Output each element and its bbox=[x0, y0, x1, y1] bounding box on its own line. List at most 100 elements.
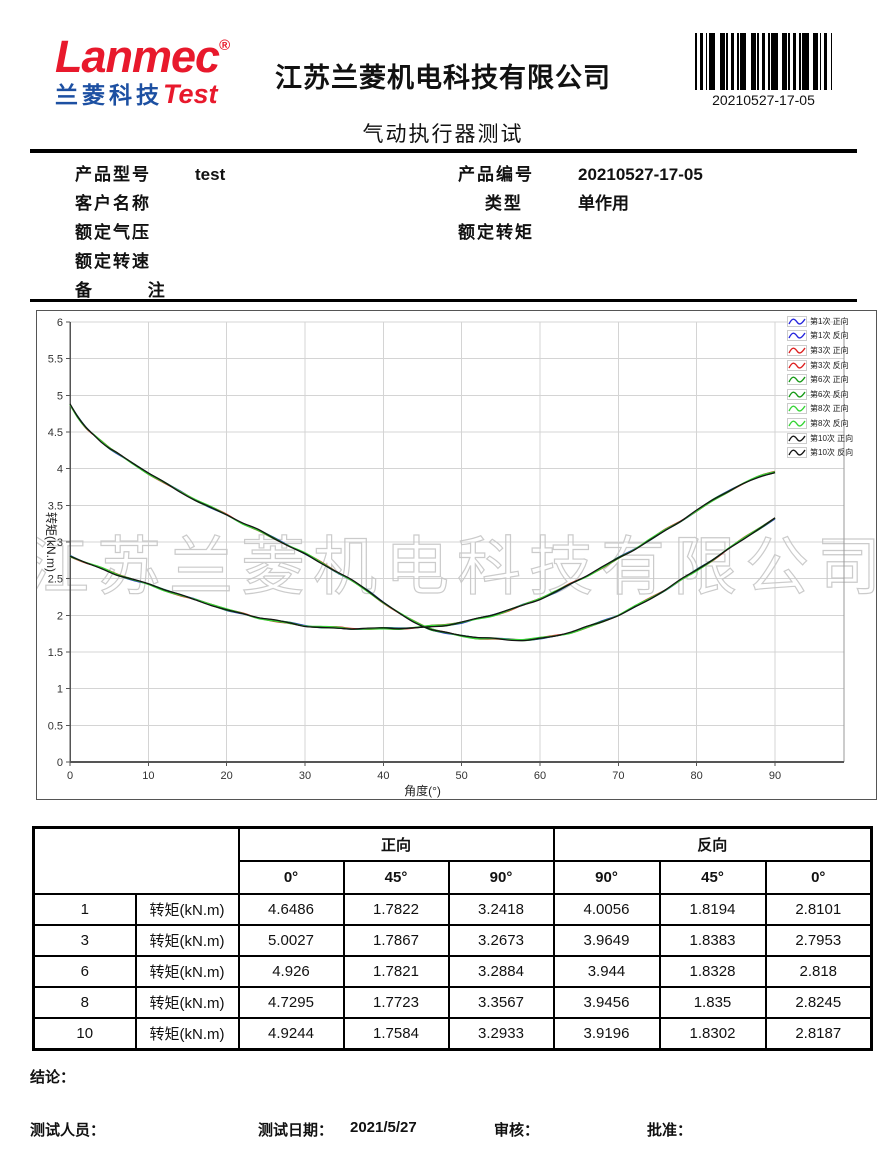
y-tick-label: 2 bbox=[57, 610, 63, 622]
divider bbox=[30, 149, 857, 153]
legend-label: 第10次 反向 bbox=[810, 448, 854, 458]
x-tick-label: 90 bbox=[769, 770, 781, 782]
field-label: 备 注 bbox=[75, 281, 167, 300]
x-tick-label: 10 bbox=[142, 770, 154, 782]
metric-cell: 转矩(kN.m) bbox=[134, 893, 240, 926]
legend-line-icon bbox=[787, 374, 807, 386]
curve-第10次 正向 bbox=[69, 403, 776, 642]
y-tick-label: 2.5 bbox=[48, 574, 63, 586]
legend-item: 第1次 反向 bbox=[787, 329, 875, 344]
cycle-cell: 10 bbox=[32, 1017, 137, 1051]
value-cell: 3.3567 bbox=[447, 986, 555, 1019]
table-row: 10 转矩(kN.m) 4.9244 1.7584 3.2933 3.9196 … bbox=[32, 1017, 873, 1051]
x-tick-label: 0 bbox=[67, 770, 73, 782]
angle-header-cell: 45° bbox=[658, 860, 767, 895]
reviewer-label: 审核： bbox=[494, 1122, 540, 1139]
legend-label: 第3次 反向 bbox=[810, 360, 849, 370]
value-cell: 1.7821 bbox=[342, 955, 450, 988]
company-logo: Lanmec® 兰菱科技Test bbox=[55, 34, 230, 108]
company-title: 江苏兰菱机电科技有限公司 bbox=[275, 63, 611, 93]
results-table: 正向 反向 0° 45° 90° 90° 45° 0° 1 转矩(kN.m) 4… bbox=[32, 826, 874, 1051]
legend-line-icon bbox=[787, 359, 807, 371]
reverse-group-header: 反向 bbox=[552, 826, 873, 862]
metric-cell: 转矩(kN.m) bbox=[134, 986, 240, 1019]
value-cell: 4.926 bbox=[237, 955, 345, 988]
test-date-value: 2021/5/27 bbox=[350, 1119, 417, 1136]
watermark-text: 江苏兰菱机电科技有限公司 bbox=[37, 531, 876, 603]
value-cell: 3.9456 bbox=[552, 986, 661, 1019]
value-cell: 1.7723 bbox=[342, 986, 450, 1019]
value-cell: 1.8383 bbox=[658, 924, 767, 957]
curve-第1次 正向 bbox=[69, 404, 776, 642]
field-remarks: 备 注 bbox=[75, 276, 195, 300]
legend-line-icon bbox=[787, 432, 807, 444]
field-rated-pressure: 额定气压 bbox=[75, 218, 195, 242]
legend-label: 第8次 反向 bbox=[810, 418, 849, 428]
divider bbox=[30, 299, 857, 302]
legend-label: 第1次 反向 bbox=[810, 331, 849, 341]
value-cell: 2.7953 bbox=[764, 924, 873, 957]
legend-label: 第1次 正向 bbox=[810, 316, 849, 326]
curve-第10次 反向 bbox=[69, 471, 776, 630]
value-cell: 3.2884 bbox=[447, 955, 555, 988]
legend-line-icon bbox=[787, 315, 807, 327]
cycle-cell: 3 bbox=[32, 924, 137, 957]
legend-line-icon bbox=[787, 344, 807, 356]
legend-label: 第10次 正向 bbox=[810, 433, 854, 443]
y-tick-label: 5.5 bbox=[48, 354, 63, 366]
chart-legend: 第1次 正向 第1次 反向 第3次 正向 第3次 反向 第6次 正向 第6次 反向 第8次 … bbox=[787, 314, 875, 460]
table-angle-header-row: 0° 45° 90° 90° 45° 0° bbox=[34, 860, 873, 895]
legend-item: 第10次 反向 bbox=[787, 445, 875, 460]
value-cell: 4.6486 bbox=[237, 893, 345, 926]
value-cell: 5.0027 bbox=[237, 924, 345, 957]
x-tick-label: 40 bbox=[377, 770, 389, 782]
x-axis-label: 角度(°) bbox=[404, 783, 441, 798]
angle-header-cell: 0° bbox=[764, 860, 873, 895]
value-cell: 2.8187 bbox=[764, 1017, 873, 1051]
logo-text: Lanmec bbox=[55, 31, 220, 82]
legend-item: 第6次 正向 bbox=[787, 372, 875, 387]
cycle-cell: 8 bbox=[32, 986, 137, 1019]
x-tick-label: 50 bbox=[456, 770, 468, 782]
field-label: 额定气压 bbox=[75, 223, 151, 242]
legend-item: 第1次 正向 bbox=[787, 314, 875, 329]
barcode-bars bbox=[695, 33, 833, 90]
y-tick-label: 5 bbox=[57, 390, 63, 402]
angle-header-cell: 90° bbox=[552, 860, 661, 895]
value-cell: 3.2933 bbox=[447, 1017, 555, 1051]
y-tick-label: 0 bbox=[57, 757, 63, 769]
legend-line-icon bbox=[787, 388, 807, 400]
value-cell: 1.835 bbox=[658, 986, 767, 1019]
cycle-cell: 1 bbox=[32, 893, 137, 926]
x-tick-label: 30 bbox=[299, 770, 311, 782]
barcode: 20210527-17-05 bbox=[695, 33, 833, 108]
value-cell: 1.8302 bbox=[658, 1017, 767, 1051]
angle-header-cell: 90° bbox=[447, 860, 555, 895]
metric-cell: 转矩(kN.m) bbox=[134, 924, 240, 957]
value-cell: 3.2418 bbox=[447, 893, 555, 926]
legend-line-icon bbox=[787, 403, 807, 415]
field-rated-speed: 额定转速 bbox=[75, 247, 195, 271]
forward-group-header: 正向 bbox=[237, 826, 555, 862]
field-product-number: 产品编号 20210527-17-05 bbox=[458, 160, 703, 184]
test-date-label: 测试日期： bbox=[258, 1122, 334, 1139]
empty-header-cell bbox=[32, 826, 240, 895]
angle-header-cell: 0° bbox=[237, 860, 345, 895]
chart-curves bbox=[69, 403, 776, 642]
logo-subline-en: Test bbox=[163, 79, 218, 109]
field-value: 20210527-17-05 bbox=[578, 165, 703, 184]
y-tick-label: 3.5 bbox=[48, 500, 63, 512]
table-row: 8 转矩(kN.m) 4.7295 1.7723 3.3567 3.9456 1… bbox=[32, 986, 873, 1019]
y-tick-label: 1 bbox=[57, 684, 63, 696]
legend-line-icon bbox=[787, 417, 807, 429]
curve-第6次 正向 bbox=[69, 403, 776, 642]
barcode-text: 20210527-17-05 bbox=[712, 92, 815, 108]
y-tick-label: 0.5 bbox=[48, 720, 63, 732]
value-cell: 1.7822 bbox=[342, 893, 450, 926]
x-tick-label: 80 bbox=[691, 770, 703, 782]
y-tick-label: 4.5 bbox=[48, 427, 63, 439]
table-row: 3 转矩(kN.m) 5.0027 1.7867 3.2673 3.9649 1… bbox=[32, 924, 873, 957]
metric-cell: 转矩(kN.m) bbox=[134, 1017, 240, 1051]
